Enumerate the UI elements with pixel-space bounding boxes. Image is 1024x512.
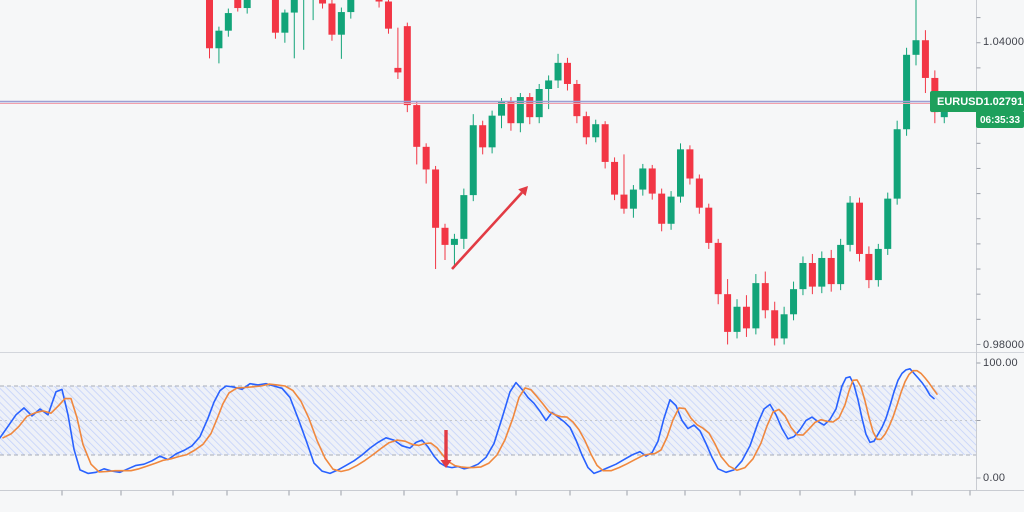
price-axis-label-bottom: 0.98000 [983, 339, 1024, 351]
stochastic-pane[interactable] [0, 352, 976, 490]
oscillator-axis-label-bottom: 0.00 [983, 472, 1006, 484]
last-price-label: EURUSD 1.02791 [930, 91, 1024, 112]
price-axis-label-top: 1.04000 [983, 36, 1024, 48]
down-arrow-annotation[interactable] [440, 430, 452, 468]
bar-countdown-label: 06:35:33 [976, 112, 1024, 128]
last-price-value: 1.02791 [983, 95, 1024, 108]
ticker-symbol: EURUSD [937, 95, 984, 108]
time-axis[interactable] [0, 490, 1024, 512]
candlestick-series [206, 0, 948, 346]
up-arrow-annotation[interactable] [451, 186, 528, 270]
countdown-value: 06:35:33 [979, 114, 1021, 126]
price-pane[interactable] [0, 0, 976, 352]
price-axis[interactable] [976, 0, 1024, 490]
oscillator-axis-label-top: 100.00 [983, 357, 1018, 369]
